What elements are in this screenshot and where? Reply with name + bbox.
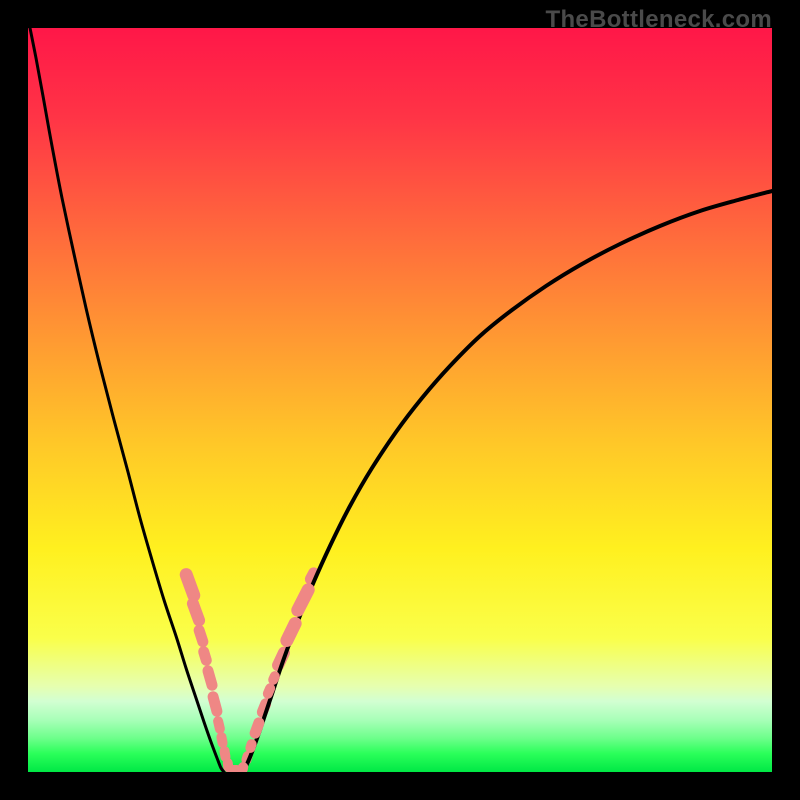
chart-frame: TheBottleneck.com — [0, 0, 800, 800]
bottleneck-curve-chart — [28, 28, 772, 772]
watermark-text: TheBottleneck.com — [546, 6, 772, 34]
gradient-background — [28, 28, 772, 772]
plot-area — [28, 28, 772, 772]
